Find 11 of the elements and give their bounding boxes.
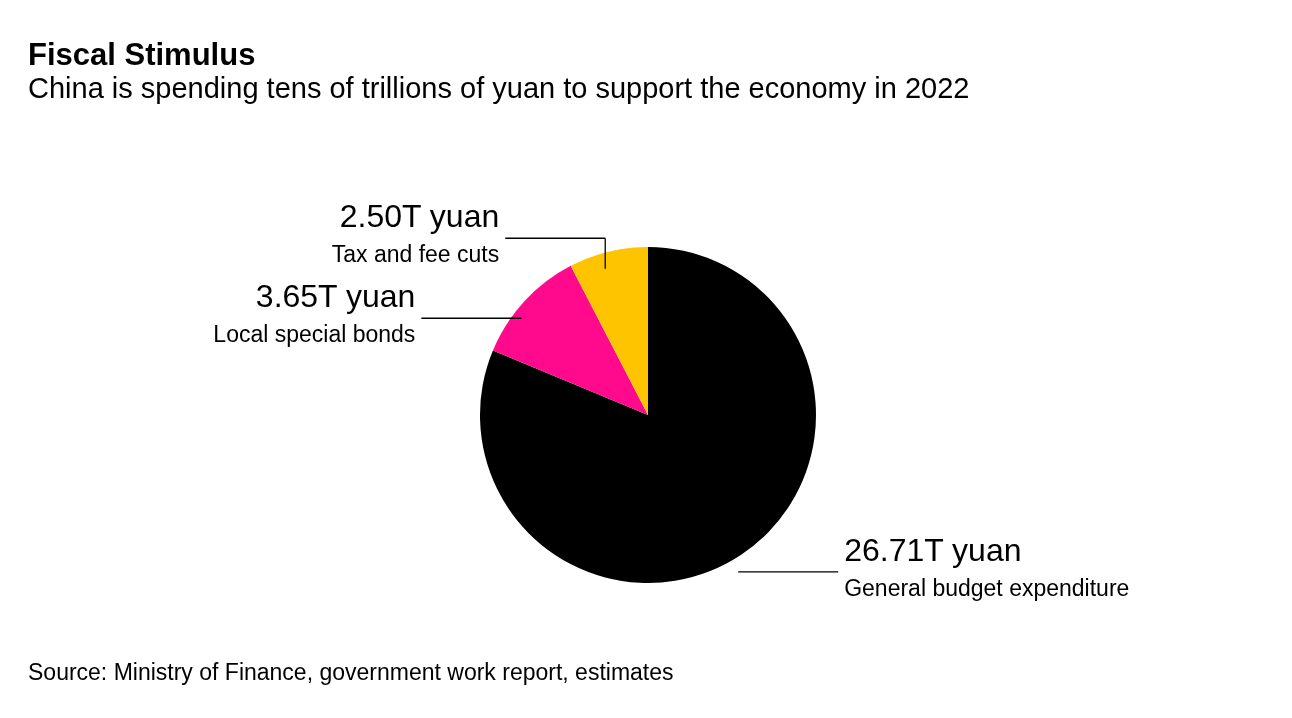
chart-title: Fiscal Stimulus (28, 37, 256, 72)
chart-subtitle: China is spending tens of trillions of yuan to support the economy in 2022 (28, 72, 970, 104)
data-label: 26.71T yuan (844, 531, 1022, 568)
slice-label: General budget expenditure (844, 574, 1130, 601)
source-note: Source: Ministry of Finance, government work report, estimates (28, 659, 674, 685)
data-label: 2.50T yuan (339, 198, 500, 235)
data-label: 3.65T yuan (255, 278, 416, 315)
slice-label: Tax and fee cuts (331, 241, 500, 268)
pie-slice (492, 265, 648, 415)
slice-label: Local special bonds (213, 321, 416, 348)
pie-slice (570, 247, 648, 415)
